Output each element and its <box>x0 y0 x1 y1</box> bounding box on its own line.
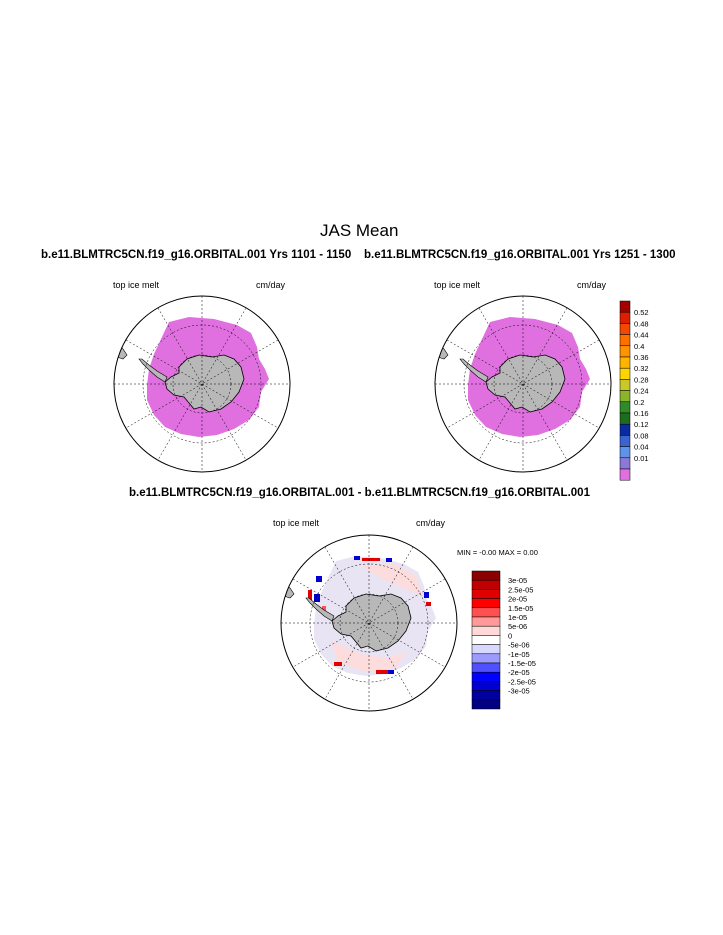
colorbar-diff-swatch <box>471 598 501 609</box>
map-2-graticule <box>435 296 611 472</box>
colorbar-diff-swatch <box>471 589 501 599</box>
colorbar-diff-swatch <box>471 616 501 627</box>
colorbar-main-swatch <box>619 423 631 436</box>
colorbar-main-swatch <box>619 323 631 335</box>
polar-map-diff <box>280 534 458 712</box>
diff-field-pink-patch <box>361 564 422 596</box>
colorbar-main-tick-label: 0.36 <box>634 353 649 362</box>
polar-map-1 <box>113 295 291 473</box>
colorbar-diff-tick-label: 1.5e-05 <box>508 604 533 613</box>
diff-minmax-label: MIN = -0.00 MAX = 0.00 <box>457 548 538 557</box>
polar-map-2 <box>434 295 612 473</box>
colorbar-main-tick-label: 0.04 <box>634 443 649 452</box>
panel-1-run-label: b.e11.BLMTRC5CN.f19_g16.ORBITAL.001 Yrs … <box>41 249 352 261</box>
colorbar-diff-swatch <box>471 690 501 701</box>
panel-2-variable-label: top ice melt <box>434 280 481 290</box>
colorbar-main-tick-label: 0.44 <box>634 331 649 340</box>
colorbar-diff-tick-label: -5e-06 <box>508 641 530 650</box>
colorbar-diff-swatch <box>471 699 501 710</box>
colorbar-main-tick-label: 0.08 <box>634 431 649 440</box>
colorbar-diff-tick-label: -1.5e-05 <box>508 659 536 668</box>
colorbar-diff-tick-label: 2e-05 <box>508 595 527 604</box>
colorbar-main-swatch <box>619 300 631 313</box>
colorbar-main-tick-label: 0.48 <box>634 319 649 328</box>
diff-antarctica <box>331 593 412 652</box>
colorbar-diff-tick-label: -3e-05 <box>508 687 530 696</box>
colorbar-diff-tick-label: -1e-05 <box>508 650 530 659</box>
colorbar-main-swatch <box>619 379 631 391</box>
colorbar-main-tick-label: 0.24 <box>634 387 649 396</box>
panel-2-units-label: cm/day <box>577 280 607 290</box>
colorbar-main-swatch <box>619 435 631 447</box>
colorbar-diff-swatch <box>471 579 501 590</box>
colorbar-diff-swatch <box>471 681 501 691</box>
colorbar-main-swatch <box>619 390 631 403</box>
diff-field-pink-patch-2 <box>331 641 406 672</box>
colorbar-diff-swatch <box>471 570 501 581</box>
diff-panel-title: b.e11.BLMTRC5CN.f19_g16.ORBITAL.001 - b.… <box>129 487 590 499</box>
colorbar-diff-tick-label: -2e-05 <box>508 668 530 677</box>
panel-1-variable-label: top ice melt <box>113 280 160 290</box>
colorbar-main-swatch <box>619 468 631 481</box>
colorbar-main-swatch <box>619 446 631 459</box>
panel-2-run-label: b.e11.BLMTRC5CN.f19_g16.ORBITAL.001 Yrs … <box>364 249 676 261</box>
diff-panel-variable-label: top ice melt <box>273 518 320 528</box>
colorbar-main-tick-label: 0.16 <box>634 409 649 418</box>
panel-1-units-label: cm/day <box>256 280 286 290</box>
colorbar-main-tick-label: 0.12 <box>634 420 649 429</box>
colorbar-main-tick-label: 0.32 <box>634 364 649 373</box>
colorbar-main-tick-label: 0.28 <box>634 375 649 384</box>
colorbar-main-tick-label: 0.2 <box>634 398 644 407</box>
colorbar-diff-tick-label: 1e-05 <box>508 613 527 622</box>
colorbar-main: 0.52 0.48 0.44 0.4 0.36 0.32 0.28 0.24 0.2 0.16 0.… <box>619 300 649 481</box>
colorbar-main-swatch <box>619 334 631 347</box>
colorbar-diff-swatch <box>471 635 501 645</box>
colorbar-diff-swatch <box>471 662 501 673</box>
colorbar-diff-swatch <box>471 653 501 664</box>
colorbar-diff-swatch <box>471 644 501 655</box>
map-1-antarctica <box>164 354 245 413</box>
colorbar-main-swatch <box>619 457 631 470</box>
colorbar-main-swatch <box>619 356 631 369</box>
colorbar-diff-swatch <box>471 671 501 682</box>
colorbar-main-swatch <box>619 367 631 380</box>
colorbar-main-swatch <box>619 345 631 358</box>
colorbar-diff-tick-label: 3e-05 <box>508 576 527 585</box>
colorbar-diff-swatch <box>471 625 501 636</box>
colorbar-main-swatch <box>619 412 631 425</box>
colorbar-diff-tick-label: 2.5e-05 <box>508 585 533 594</box>
colorbar-diff: 3e-052.5e-052e-051.5e-051e-055e-060-5e-0… <box>471 570 536 710</box>
colorbar-diff-swatch <box>471 607 501 618</box>
colorbar-main-swatch <box>619 401 631 414</box>
map-1-graticule <box>114 296 290 472</box>
colorbar-diff-tick-label: -2.5e-05 <box>508 677 536 686</box>
map-2-antarctica <box>485 354 566 413</box>
colorbar-diff-tick-label: 0 <box>508 631 512 640</box>
diff-hotspots <box>308 556 431 674</box>
page-title: JAS Mean <box>320 221 399 240</box>
colorbar-main-tick-label: 0.01 <box>634 454 649 463</box>
diff-panel-units-label: cm/day <box>416 518 446 528</box>
colorbar-main-swatch <box>619 311 631 324</box>
colorbar-diff-tick-label: 5e-06 <box>508 622 527 631</box>
colorbar-main-tick-label: 0.4 <box>634 342 644 351</box>
colorbar-main-tick-label: 0.52 <box>634 308 649 317</box>
diff-graticule <box>281 535 457 711</box>
